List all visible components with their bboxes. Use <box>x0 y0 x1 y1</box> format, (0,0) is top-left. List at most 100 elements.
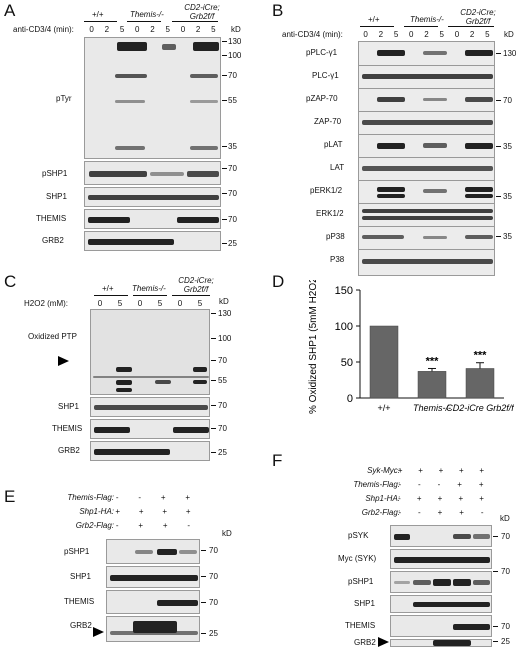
blot-band <box>465 187 493 192</box>
blot-band <box>423 51 447 55</box>
mw-tick <box>201 576 206 577</box>
timepoint: 0 <box>363 30 368 39</box>
mw-marker: 70 <box>209 546 218 555</box>
panel-letter: E <box>4 487 16 506</box>
blot-strips <box>359 42 494 275</box>
blot-band <box>423 98 447 101</box>
y-tick-label: 0 <box>347 393 353 405</box>
blot-band <box>377 187 405 192</box>
strip-divider <box>359 134 494 135</box>
mw-marker: 70 <box>228 164 237 173</box>
blot-label: P38 <box>330 255 345 264</box>
blot-label: GRB2 <box>42 236 64 245</box>
grb2-blot <box>106 616 200 642</box>
condition-value: + <box>162 507 168 516</box>
y-tick-label: 150 <box>335 285 353 297</box>
timepoint: 0 <box>454 30 460 39</box>
significance-label: *** <box>474 350 488 362</box>
panel-letter: A <box>4 1 16 20</box>
blot-band <box>135 550 153 554</box>
condition-value: - <box>115 521 119 530</box>
mw-marker: 70 <box>228 215 237 224</box>
mw-tick <box>496 53 501 54</box>
pshp1-blot <box>84 161 221 185</box>
condition-value: + <box>418 466 423 475</box>
condition-row: + + + + <box>106 508 200 516</box>
genotype-label: CD2-iCre; Grb2f/f <box>184 3 220 22</box>
blot-label: ZAP-70 <box>314 117 342 126</box>
themis-blot <box>106 590 200 614</box>
genotype-underline <box>360 26 394 27</box>
blot-band <box>193 367 207 372</box>
condition-value: - <box>398 508 402 517</box>
mw-tick <box>211 313 216 314</box>
mw-marker: 100 <box>228 51 242 60</box>
kd-label: kD <box>231 25 241 34</box>
condition-value: - <box>398 480 402 489</box>
mw-marker: 70 <box>501 532 510 541</box>
genotype-label: +/+ <box>102 284 114 293</box>
condition-label: Syk-Myc: <box>367 466 400 475</box>
mw-marker: 100 <box>218 334 232 343</box>
kd-label: kD <box>500 514 510 523</box>
arrowhead-icon <box>378 637 389 647</box>
blot-band <box>190 100 218 103</box>
panel-b-blot-stack <box>358 41 495 276</box>
condition-value: + <box>437 508 443 517</box>
treatment-label: anti-CD3/4 (min): <box>282 30 343 39</box>
timepoint: 5 <box>119 25 125 34</box>
blot-label: SHP1 <box>46 192 67 201</box>
timepoint-row: 0 2 5 0 2 5 0 2 5 <box>84 26 221 34</box>
blot-label: pZAP-70 <box>306 94 338 103</box>
blot-band <box>453 534 471 539</box>
blot-band <box>362 216 493 220</box>
timepoint-row: 0 5 0 5 0 5 <box>90 300 210 308</box>
mw-marker: 70 <box>218 401 227 410</box>
mw-tick <box>201 550 206 551</box>
mw-tick <box>496 236 501 237</box>
blot-label: SHP1 <box>58 402 79 411</box>
blot-band <box>453 579 471 586</box>
mw-marker: 55 <box>228 96 237 105</box>
condition-value: + <box>479 494 484 503</box>
blot-label: THEMIS <box>52 424 83 433</box>
blot-band <box>110 575 198 581</box>
timepoint: 5 <box>117 299 123 308</box>
blot-band <box>193 42 219 51</box>
mw-tick <box>211 428 216 429</box>
blot-band <box>362 235 404 239</box>
blot-band <box>362 74 493 79</box>
condition-value: + <box>160 493 166 502</box>
condition-value: + <box>459 508 464 517</box>
condition-value: + <box>185 507 191 516</box>
blot-label: LAT <box>330 163 345 172</box>
genotype-underline <box>404 26 438 27</box>
mw-marker: 70 <box>209 572 218 581</box>
genotype-label: CD2-iCre; Grb2f/f <box>178 276 214 295</box>
blot-band <box>173 427 209 433</box>
condition-row: - - - + + <box>390 481 492 489</box>
blot-band <box>162 44 176 50</box>
arrowhead-icon <box>93 627 104 637</box>
blot-band <box>423 236 447 239</box>
kd-label: kD <box>504 30 514 39</box>
genotype-label: Themis-/- <box>410 15 444 24</box>
myc-syk-blot <box>390 549 492 569</box>
condition-value: - <box>138 493 142 502</box>
genotype-underline <box>172 21 218 22</box>
timepoint: 0 <box>409 30 414 39</box>
condition-row: - - + + <box>106 494 200 502</box>
genotype-underline <box>94 295 128 296</box>
themis-blot <box>390 615 492 637</box>
blot-label: pPLC-γ1 <box>306 48 338 57</box>
blot-band <box>116 380 132 385</box>
genotype-underline <box>172 295 210 296</box>
mw-marker: 55 <box>218 376 227 385</box>
blot-band <box>362 209 493 213</box>
strip-divider <box>359 180 494 181</box>
timepoint: 5 <box>197 299 203 308</box>
mw-tick <box>496 146 501 147</box>
timepoint: 5 <box>485 30 490 39</box>
mw-tick <box>211 360 216 361</box>
mw-tick <box>201 602 206 603</box>
